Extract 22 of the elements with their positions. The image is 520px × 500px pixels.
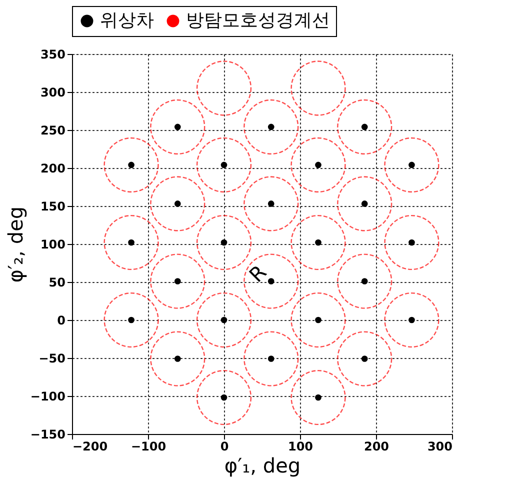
y-tick-label: 150	[40, 200, 66, 214]
y-tick-label: 50	[48, 276, 66, 290]
y-tick-label: −150	[30, 428, 66, 442]
annotation: R	[244, 260, 272, 287]
y-axis-title: φ′₂, deg	[3, 206, 28, 283]
x-tick-label: 100	[288, 440, 314, 454]
x-tick-label: −200	[72, 440, 108, 454]
y-tick-label: −100	[30, 390, 66, 404]
x-tick-label: −100	[130, 440, 166, 454]
x-axis-title: φ′₁, deg	[224, 454, 301, 478]
legend-label: 위상차	[100, 10, 154, 31]
y-tick-label: 250	[40, 124, 66, 138]
y-tick-label: 100	[40, 238, 66, 252]
x-tick-label: 0	[220, 440, 229, 454]
x-tick-label: 300	[427, 440, 452, 454]
y-tick-label: 200	[40, 162, 66, 176]
y-tick-label: 300	[40, 86, 66, 100]
y-tick-label: 350	[40, 48, 66, 62]
x-tick-label: 200	[364, 440, 390, 454]
y-tick-label: −50	[38, 352, 66, 366]
legend-label: 방탐모호성경계선	[186, 10, 330, 31]
y-tick-label: 0	[57, 314, 66, 328]
